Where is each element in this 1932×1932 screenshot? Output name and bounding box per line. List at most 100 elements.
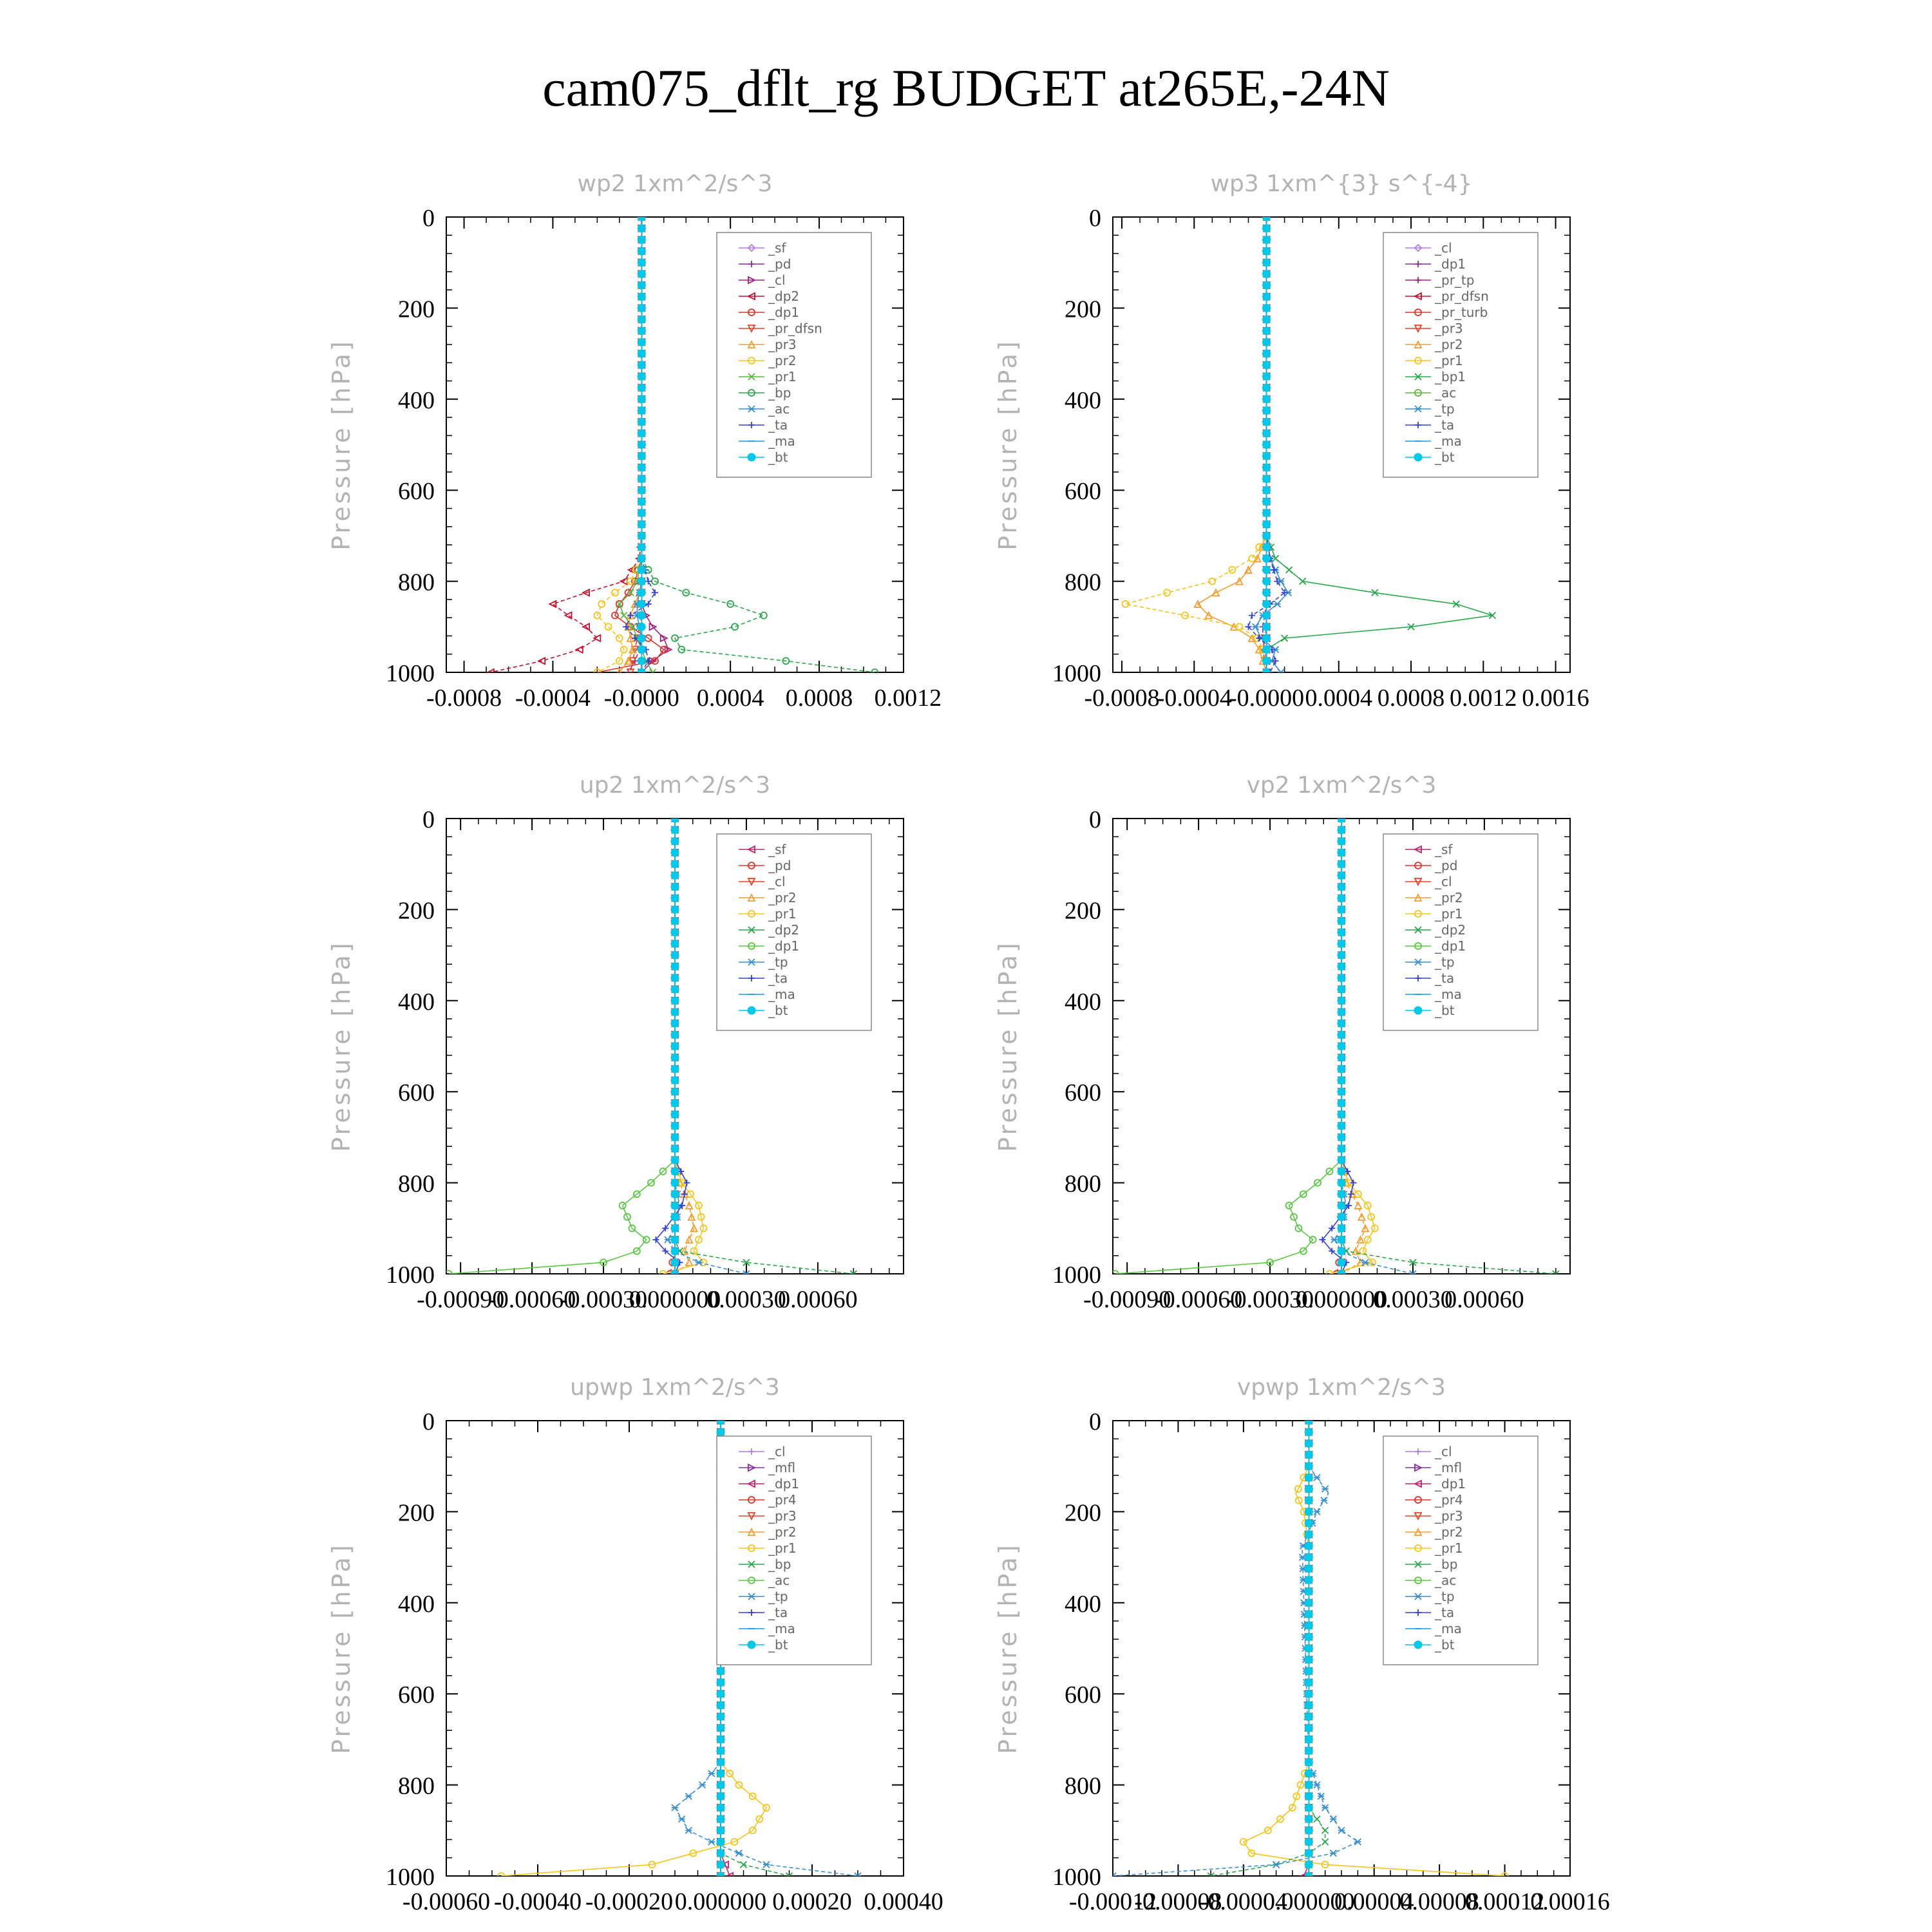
data-point [1304, 1712, 1313, 1721]
data-point [1262, 509, 1271, 518]
x-tick-label: 0.00030 [1373, 1286, 1453, 1313]
x-tick-label: 0.00008 [1399, 1888, 1479, 1915]
data-point [637, 395, 646, 404]
panel-title: upwp 1xm^2/s^3 [570, 1374, 780, 1401]
data-point [1262, 235, 1271, 244]
data-point [670, 837, 679, 846]
legend-label: _ma [768, 1621, 795, 1636]
y-tick-label: 1000 [386, 1864, 435, 1891]
legend-marker [1414, 1544, 1422, 1552]
data-point [670, 1247, 679, 1256]
legend-label: _dp1 [1434, 256, 1466, 272]
data-point [716, 1803, 725, 1812]
data-point [670, 1235, 679, 1244]
data-point [670, 1179, 679, 1188]
data-point [600, 1258, 607, 1267]
data-point [670, 916, 679, 925]
series_pr1 [1121, 217, 1271, 672]
data-point [637, 509, 646, 518]
data-point [1304, 1735, 1313, 1744]
data-point [1304, 1621, 1313, 1630]
data-point [618, 1202, 627, 1209]
data-point [1294, 1224, 1303, 1233]
data-point [651, 589, 658, 596]
x-tick-label: -0.00020 [585, 1888, 673, 1915]
x-tick-label: 0.0004 [697, 685, 764, 712]
data-point [1304, 1689, 1313, 1698]
data-point [1272, 1861, 1280, 1868]
data-point [1320, 1497, 1328, 1504]
data-point [1163, 589, 1171, 597]
legend-marker [1414, 325, 1423, 334]
y-tick-label: 400 [398, 1591, 435, 1618]
data-point [1304, 1421, 1313, 1425]
data-point [1337, 1269, 1346, 1274]
legend-label: _bt [1434, 1637, 1455, 1653]
legend-marker [748, 958, 755, 966]
panel-title: vpwp 1xm^2/s^3 [1237, 1374, 1446, 1401]
legend-marker [1415, 277, 1421, 283]
data-point [1337, 1007, 1346, 1016]
legend-label: _ta [1434, 971, 1454, 986]
data-point [1337, 1258, 1346, 1267]
legend-label: _ac [768, 1573, 790, 1588]
data-point [1337, 928, 1346, 937]
data-point [1262, 611, 1271, 620]
legend-marker [748, 308, 755, 316]
data-point [1337, 996, 1346, 1005]
legend-marker [1415, 1609, 1421, 1616]
x-tick-label: -0.00090 [1083, 1286, 1171, 1313]
y-tick-label: 800 [398, 1171, 435, 1198]
data-point [1244, 565, 1253, 574]
data-point [664, 645, 673, 654]
legend-marker [1415, 1448, 1421, 1455]
x-tick-label: 0.0008 [786, 685, 853, 712]
data-point [1325, 1168, 1334, 1175]
x-tick-label: 0.000000 [1296, 1286, 1388, 1313]
x-tick-label: 0.00016 [1530, 1888, 1610, 1915]
plot-frame [1112, 216, 1571, 673]
legend-marker [747, 1006, 756, 1015]
data-point [637, 303, 646, 312]
legend-label: _dp2 [768, 289, 799, 304]
data-point [1262, 327, 1271, 336]
data-point [582, 588, 591, 597]
legend-marker [1414, 910, 1422, 918]
data-point [716, 1792, 725, 1801]
legend-marker [748, 373, 755, 381]
chart-panel-upwp: upwp 1xm^2/s^3 Pressure [hPa] 0 200 400 600 80… [327, 1374, 943, 1915]
data-point [1304, 1701, 1313, 1710]
data-point [582, 622, 591, 631]
data-point [1248, 554, 1256, 563]
y-tick-label: 1000 [386, 1262, 435, 1289]
plot-frame [446, 216, 904, 673]
legend-marker [748, 1593, 755, 1600]
series_bt [1304, 1421, 1313, 1876]
x-tick-label: -0.00060 [488, 1286, 576, 1313]
data-point [629, 623, 637, 630]
legend-label: _mfl [1434, 1460, 1462, 1475]
x-tick-label: -0.00012 [1069, 1888, 1157, 1915]
data-point [1285, 1202, 1293, 1209]
legend-label: _pr3 [768, 337, 797, 352]
legend-marker [748, 975, 755, 981]
legend-label: _pr4 [1434, 1492, 1463, 1508]
data-point [1337, 1213, 1346, 1222]
x-tick-label: 0.0016 [1522, 685, 1589, 712]
legend-marker [748, 910, 755, 918]
legend-label: _tp [1434, 401, 1455, 417]
data-point [683, 1179, 690, 1186]
legend-label: _ma [768, 987, 795, 1002]
data-point [637, 417, 646, 426]
x-tick-label: 0.00020 [772, 1888, 852, 1915]
legend-label: _pr_dfsn [768, 321, 822, 336]
figure-title: cam075_dflt_rg BUDGET at265E,-24N [542, 59, 1390, 117]
data-point [670, 1030, 679, 1039]
data-point [1304, 1837, 1313, 1846]
data-point [1304, 1507, 1313, 1516]
y-tick-label: 200 [398, 897, 435, 924]
data-point [624, 656, 633, 665]
legend-label: _bp1 [1434, 369, 1466, 384]
data-point [637, 349, 646, 358]
series_pr2 [1193, 217, 1271, 672]
